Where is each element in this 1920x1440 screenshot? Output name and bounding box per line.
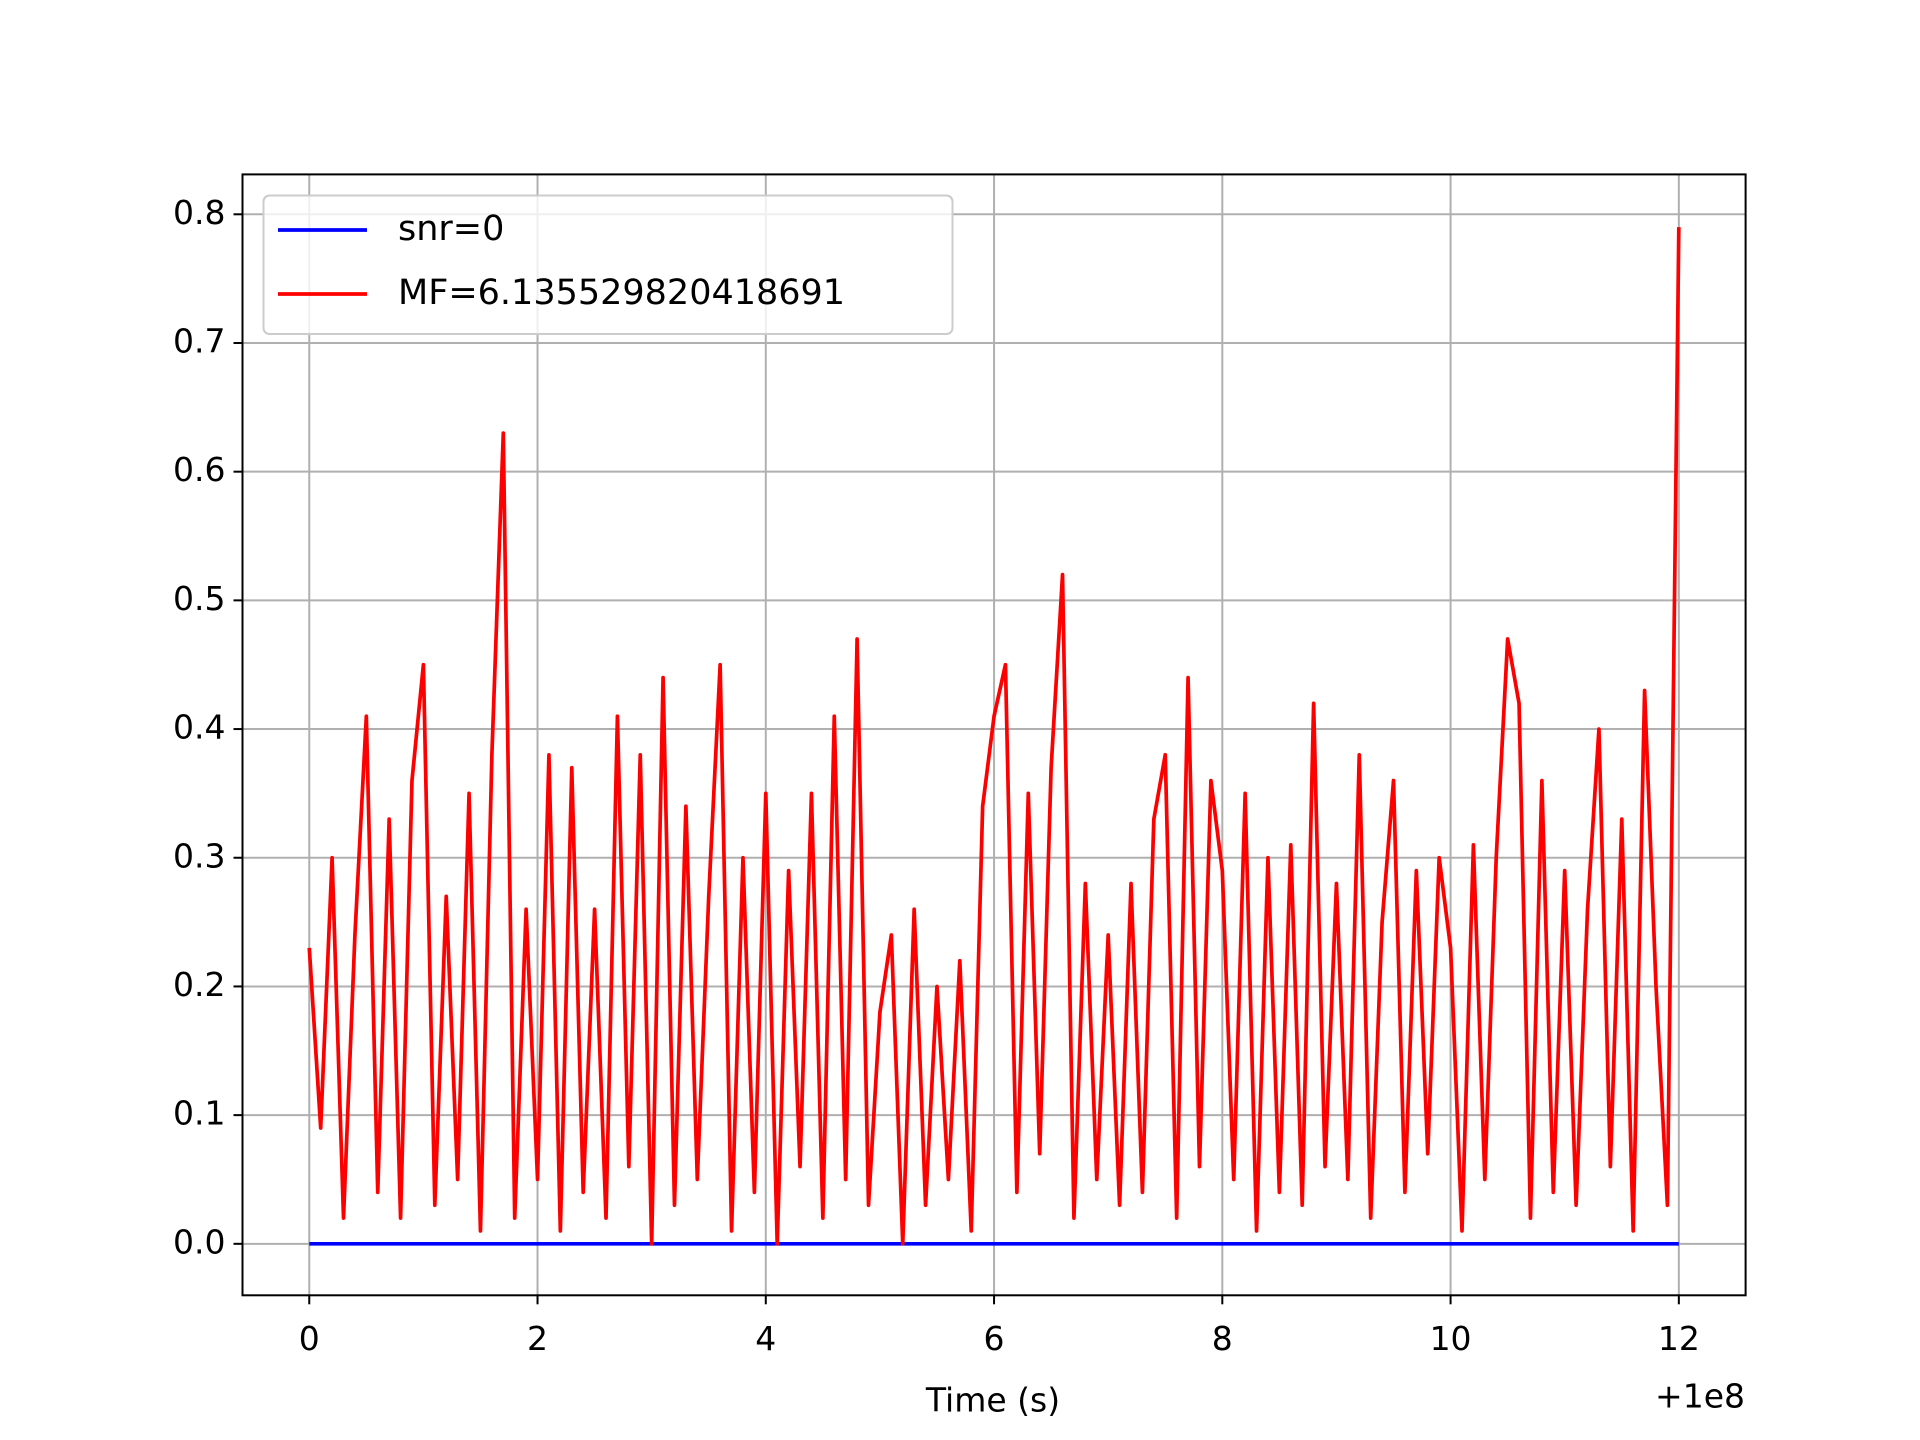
y-tick-label: 0.2 (173, 965, 225, 1004)
legend-label: snr=0 (398, 209, 504, 249)
data-line (307, 227, 1681, 1246)
x-tick-label: 6 (984, 1319, 1005, 1358)
y-tick-label: 0.7 (173, 321, 225, 360)
y-tick-label: 0.1 (173, 1094, 225, 1133)
x-tick-label: 4 (755, 1319, 776, 1358)
y-tick-label: 0.0 (173, 1222, 225, 1261)
x-axis-label: Time (s) (925, 1381, 1060, 1420)
x-tick-label: 8 (1212, 1319, 1233, 1358)
legend-label: MF=6.135529820418691 (398, 273, 845, 313)
y-tick-label: 0.5 (173, 579, 225, 618)
y-tick-label: 0.6 (173, 450, 225, 489)
plot-frame (241, 173, 1747, 1297)
legend: snr=0 MF=6.135529820418691 (262, 194, 954, 335)
legend-box (262, 194, 954, 335)
y-tick-label: 0.4 (173, 708, 225, 747)
x-tick-label: 12 (1658, 1319, 1700, 1358)
x-tick-label: 2 (527, 1319, 548, 1358)
x-tick-label: 0 (299, 1319, 320, 1358)
x-tick-label: 10 (1430, 1319, 1472, 1358)
x-offset-label: +1e8 (1655, 1377, 1745, 1416)
y-tick-label: 0.3 (173, 836, 225, 875)
y-tick-label: 0.8 (173, 193, 225, 232)
